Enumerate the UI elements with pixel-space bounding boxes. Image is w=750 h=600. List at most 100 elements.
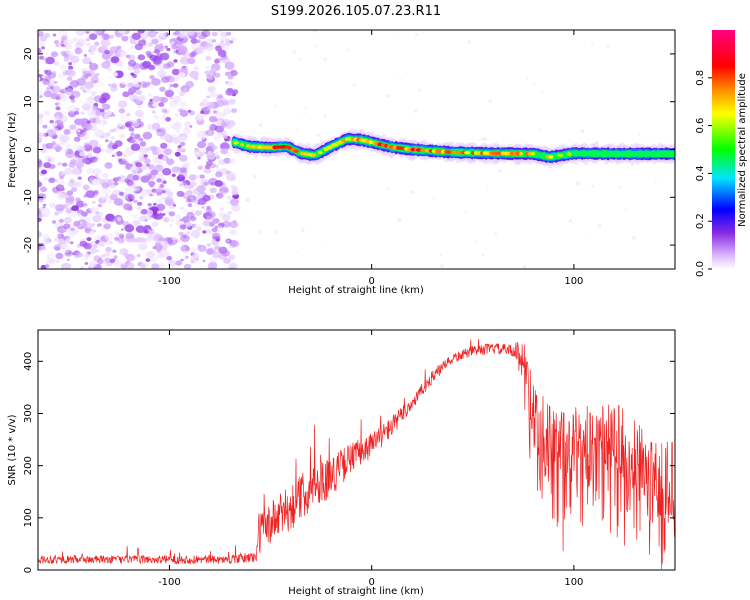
- heatmap-noise-cell: [167, 216, 175, 223]
- heatmap-noise-cell: [107, 199, 113, 204]
- heatmap-noise-cell: [404, 136, 407, 140]
- heatmap-noise-cell: [209, 187, 217, 194]
- heatmap-noise-cell: [40, 186, 47, 193]
- heatmap-noise-cell: [117, 112, 125, 119]
- heatmap-noise-cell: [227, 266, 235, 269]
- snr-y-ticks: 0 100 200 300 400: [23, 352, 675, 573]
- heatmap-noise-cell: [194, 66, 200, 71]
- heatmap-noise-cell: [120, 263, 128, 269]
- heatmap-noise-cell: [69, 80, 80, 88]
- colorbar-tick-label: 0.4: [695, 165, 706, 181]
- heatmap-noise-cell: [624, 209, 627, 212]
- heatmap-noise-cell: [56, 133, 65, 141]
- heatmap-noise-cell: [223, 257, 231, 264]
- heatmap-noise-cell: [631, 236, 636, 240]
- heatmap-noise-cell: [467, 40, 471, 44]
- heatmap-noise-cell: [474, 240, 477, 243]
- heatmap-noise-cell: [155, 250, 160, 254]
- heatmap-noise-cell: [136, 118, 141, 123]
- heatmap-noise-cell: [440, 253, 443, 256]
- heatmap-noise-cell: [177, 148, 181, 152]
- heatmap-noise-cell: [213, 72, 221, 78]
- heatmap-noise-cell: [132, 73, 137, 78]
- heatmap-noise-cell: [43, 90, 52, 98]
- heatmap-noise-cell: [57, 162, 62, 166]
- heatmap-noise-cell: [102, 132, 110, 139]
- heatmap-noise-cell: [71, 37, 79, 43]
- heatmap-noise-cell: [178, 154, 188, 162]
- heatmap-noise-cell: [59, 246, 64, 250]
- heatmap-noise-cell: [125, 232, 134, 239]
- heatmap-noise-cell: [152, 156, 160, 163]
- heatmap-noise-cell: [303, 111, 306, 114]
- heatmap-noise-cell: [46, 126, 53, 132]
- heatmap-noise-cell: [79, 151, 86, 157]
- heatmap-noise-cell: [64, 229, 68, 233]
- heatmap-noise-cell: [212, 218, 220, 224]
- heatmap-noise-cell: [61, 88, 66, 92]
- heatmap-noise-cell: [164, 126, 170, 131]
- heatmap-noise-cell: [121, 156, 128, 161]
- heatmap-noise-cell: [146, 81, 152, 86]
- heatmap-noise-cell: [155, 198, 163, 205]
- heatmap-noise-cell: [137, 54, 146, 61]
- heatmap-noise-cell: [185, 65, 190, 69]
- spectrogram-y-ticks: -20 -10 0 10 20: [23, 48, 675, 253]
- heatmap-noise-cell: [118, 108, 126, 114]
- heatmap-noise-cell: [148, 93, 152, 96]
- heatmap-noise-cell: [160, 142, 168, 149]
- heatmap-noise-cell: [219, 186, 229, 194]
- heatmap-noise-cell: [486, 188, 489, 190]
- heatmap-noise-cell: [138, 137, 144, 142]
- heatmap-noise-cell: [164, 75, 172, 81]
- heatmap-noise-cell: [177, 145, 182, 149]
- heatmap-noise-cell: [80, 111, 85, 115]
- heatmap-noise-cell: [65, 208, 73, 214]
- heatmap-noise-cell: [163, 217, 170, 223]
- heatmap-noise-cell: [183, 235, 187, 239]
- snr-frame: [37, 329, 676, 571]
- heatmap-noise-cell: [595, 140, 598, 144]
- heatmap-noise-cell: [163, 135, 171, 141]
- heatmap-noise-cell: [213, 135, 221, 141]
- heatmap-noise-cell: [88, 105, 98, 113]
- heatmap-noise-cell: [104, 49, 110, 55]
- heatmap-noise-cell: [210, 92, 218, 98]
- heatmap-noise-cell: [148, 180, 156, 187]
- heatmap-noise-cell: [82, 184, 90, 191]
- heatmap-noise-cell: [396, 36, 399, 39]
- heatmap-noise-cell: [196, 39, 201, 44]
- heatmap-noise-cell: [206, 75, 216, 83]
- heatmap-noise-cell: [152, 110, 156, 114]
- heatmap-noise-cell: [179, 101, 187, 108]
- heatmap-noise-cell: [89, 139, 99, 148]
- heatmap-noise-cell: [646, 162, 649, 165]
- heatmap-noise-cell: [203, 167, 212, 174]
- heatmap-noise-cell: [184, 121, 192, 127]
- heatmap-noise-cell: [197, 156, 201, 160]
- heatmap-noise-cell: [100, 253, 106, 259]
- heatmap-noise-cell: [75, 30, 81, 35]
- heatmap-noise-cell: [70, 99, 76, 103]
- heatmap-noise-cell: [179, 206, 184, 210]
- heatmap-noise-cell: [116, 45, 122, 50]
- heatmap-noise-cell: [62, 111, 67, 114]
- heatmap-noise-cell: [219, 142, 230, 151]
- heatmap-noise-cell: [96, 72, 100, 76]
- heatmap-noise-cell: [109, 258, 116, 264]
- heatmap-noise-cell: [109, 217, 116, 223]
- heatmap-noise-cell: [170, 41, 175, 45]
- heatmap-noise-cell: [586, 232, 588, 235]
- heatmap-noise-cell: [86, 42, 91, 47]
- heatmap-noise-cell: [179, 167, 187, 173]
- heatmap-noise-cell: [165, 116, 171, 122]
- heatmap-noise-cell: [136, 104, 142, 108]
- heatmap-noise-cell: [151, 221, 159, 227]
- heatmap-noise-cell: [95, 174, 99, 177]
- heatmap-noise-cell: [316, 133, 320, 137]
- heatmap-noise-cell: [38, 42, 46, 48]
- heatmap-noise-cell: [273, 129, 276, 132]
- heatmap-noise-cell: [81, 118, 88, 124]
- heatmap-noise-cell: [206, 160, 213, 166]
- colorbar-tick-label: 0.2: [695, 213, 706, 229]
